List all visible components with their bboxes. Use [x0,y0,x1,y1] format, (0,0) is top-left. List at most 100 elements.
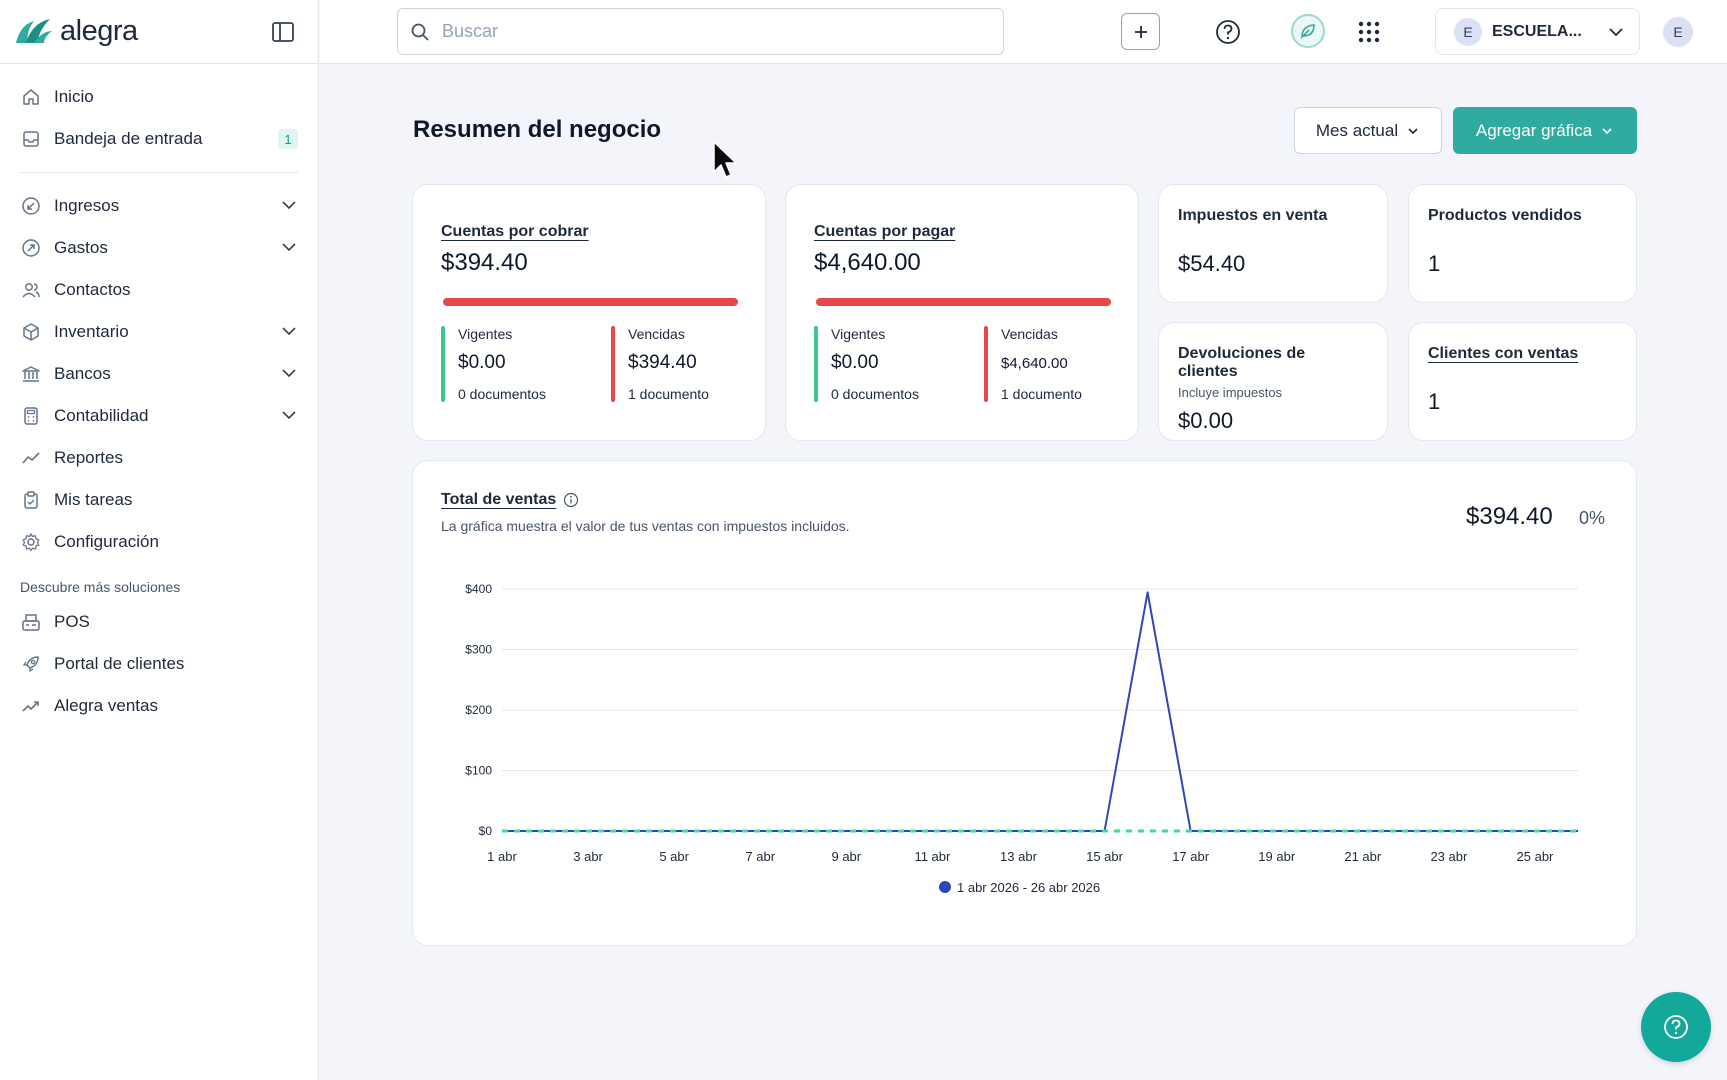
income-icon [20,195,42,217]
search-box[interactable] [397,8,1004,55]
help-button[interactable] [1211,15,1245,49]
products-sold-title: Productos vendidos [1428,207,1582,224]
overdue-indicator [984,326,988,402]
search-icon [411,23,429,41]
nav-divider [20,172,298,173]
alegra-leaf-icon [16,18,52,43]
current-label: Vigentes [831,326,886,342]
sidebar-item-configuracion[interactable]: Configuración [20,521,298,563]
help-icon [1216,20,1240,44]
sidebar-item-bandeja[interactable]: Bandeja de entrada 1 [20,118,298,160]
receivables-current: Vigentes $0.00 0 documentos [441,326,611,402]
receivables-title-link[interactable]: Cuentas por cobrar [441,223,589,240]
sidebar-item-label: POS [54,612,90,631]
x-tick-label: 15 abr [1086,849,1124,864]
sales-chart-title-link[interactable]: Total de ventas [441,491,557,508]
company-selector[interactable]: E ESCUELA... [1435,8,1640,55]
sidebar-item-alegra-ventas[interactable]: Alegra ventas [20,685,298,727]
inbox-icon [20,128,42,150]
payables-overdue-bar [816,298,1111,306]
receivables-overdue: Vencidas $394.40 1 documento [611,326,709,402]
y-tick-label: $0 [479,824,493,838]
x-tick-label: 13 abr [1000,849,1038,864]
create-new-button[interactable] [1121,13,1160,50]
help-icon [1664,1015,1688,1039]
overdue-docs: 1 documento [628,386,709,402]
sidebar-item-label: Mis tareas [54,490,133,509]
add-chart-button[interactable]: Agregar gráfica [1453,107,1637,154]
sidebar-item-label: Gastos [54,238,108,257]
payables-overdue: Vencidas $4,640.00 1 documento [984,326,1082,402]
sidebar-item-label: Inicio [54,87,94,106]
sidebar-item-label: Bancos [54,364,111,383]
overdue-indicator [611,326,615,402]
sidebar-item-ingresos[interactable]: Ingresos [20,185,298,227]
sidebar-item-mis-tareas[interactable]: Mis tareas [20,479,298,521]
sidebar-item-bancos[interactable]: Bancos [20,353,298,395]
sales-chart-description: La gráfica muestra el valor de tus venta… [441,518,850,534]
payables-card: Cuentas por pagar $4,640.00 Vigentes $0.… [785,184,1139,441]
sidebar-item-inicio[interactable]: Inicio [20,76,298,118]
current-indicator [441,326,445,402]
receivables-card: Cuentas por cobrar $394.40 Vigentes $0.0… [412,184,766,441]
plus-icon [1134,25,1147,38]
payables-title-link[interactable]: Cuentas por pagar [814,223,956,240]
calculator-icon [20,405,42,427]
customers-with-sales-card: Clientes con ventas 1 [1408,322,1637,441]
search-input[interactable] [442,21,982,42]
trend-icon [20,695,42,717]
legend-marker [939,881,951,893]
clipboard-icon [20,489,42,511]
sidebar-item-portal-clientes[interactable]: Portal de clientes [20,643,298,685]
sustainability-button[interactable] [1291,14,1325,48]
customer-returns-card: Devoluciones de clientes Incluye impuest… [1158,322,1388,441]
chart-line-icon [20,447,42,469]
sales-taxes-value: $54.40 [1178,251,1246,276]
x-tick-label: 17 abr [1172,849,1210,864]
sidebar-item-label: Inventario [54,322,129,341]
x-tick-label: 9 abr [831,849,861,864]
apps-menu-button[interactable] [1352,15,1386,49]
overdue-amount: $4,640.00 [1001,355,1068,372]
sales-chart-card: Total de ventas La gráfica muestra el va… [412,460,1637,946]
sidebar-item-label: Alegra ventas [54,696,158,715]
sales-chart-change: 0% [1579,508,1606,528]
sidebar-nav: Inicio Bandeja de entrada 1 Ingresos Gas… [0,64,318,727]
period-selector-button[interactable]: Mes actual [1294,107,1442,154]
brand-logo[interactable]: alegra [14,15,138,48]
products-sold-card: Productos vendidos 1 [1408,184,1637,303]
receivables-overdue-bar [443,298,738,306]
info-icon[interactable] [563,492,579,508]
overdue-label: Vencidas [1001,326,1058,342]
customer-returns-value: $0.00 [1178,408,1234,433]
user-avatar[interactable]: E [1663,17,1693,47]
sidebar-toggle-button[interactable] [270,19,296,45]
sidebar-item-inventario[interactable]: Inventario [20,311,298,353]
bank-icon [20,363,42,385]
sidebar: alegra Inicio Bandeja de entrada 1 Ingre… [0,0,319,1080]
chevron-down-icon [1602,127,1612,134]
chevron-down-icon [282,201,296,210]
sidebar-item-reportes[interactable]: Reportes [20,437,298,479]
add-chart-label: Agregar gráfica [1475,120,1593,140]
sidebar-item-contabilidad[interactable]: Contabilidad [20,395,298,437]
sidebar-item-label: Contabilidad [54,406,149,425]
products-sold-value: 1 [1428,251,1441,276]
customers-with-sales-title-link[interactable]: Clientes con ventas [1428,345,1579,362]
sidebar-item-pos[interactable]: POS [20,601,298,643]
floating-help-button[interactable] [1641,992,1711,1062]
chevron-down-icon [282,327,296,336]
gear-icon [20,531,42,553]
sidebar-item-label: Portal de clientes [54,654,185,673]
x-tick-label: 1 abr [487,849,517,864]
brand-name: alegra [60,15,138,47]
sidebar-item-label: Bandeja de entrada [54,129,203,148]
overdue-docs: 1 documento [1001,386,1082,402]
chevron-down-icon [282,369,296,378]
chevron-down-icon [1609,27,1623,36]
sidebar-item-contactos[interactable]: Contactos [20,269,298,311]
sidebar-item-gastos[interactable]: Gastos [20,227,298,269]
home-icon [20,86,42,108]
mouse-cursor-icon [713,141,737,178]
legend-label: 1 abr 2026 - 26 abr 2026 [957,880,1100,895]
